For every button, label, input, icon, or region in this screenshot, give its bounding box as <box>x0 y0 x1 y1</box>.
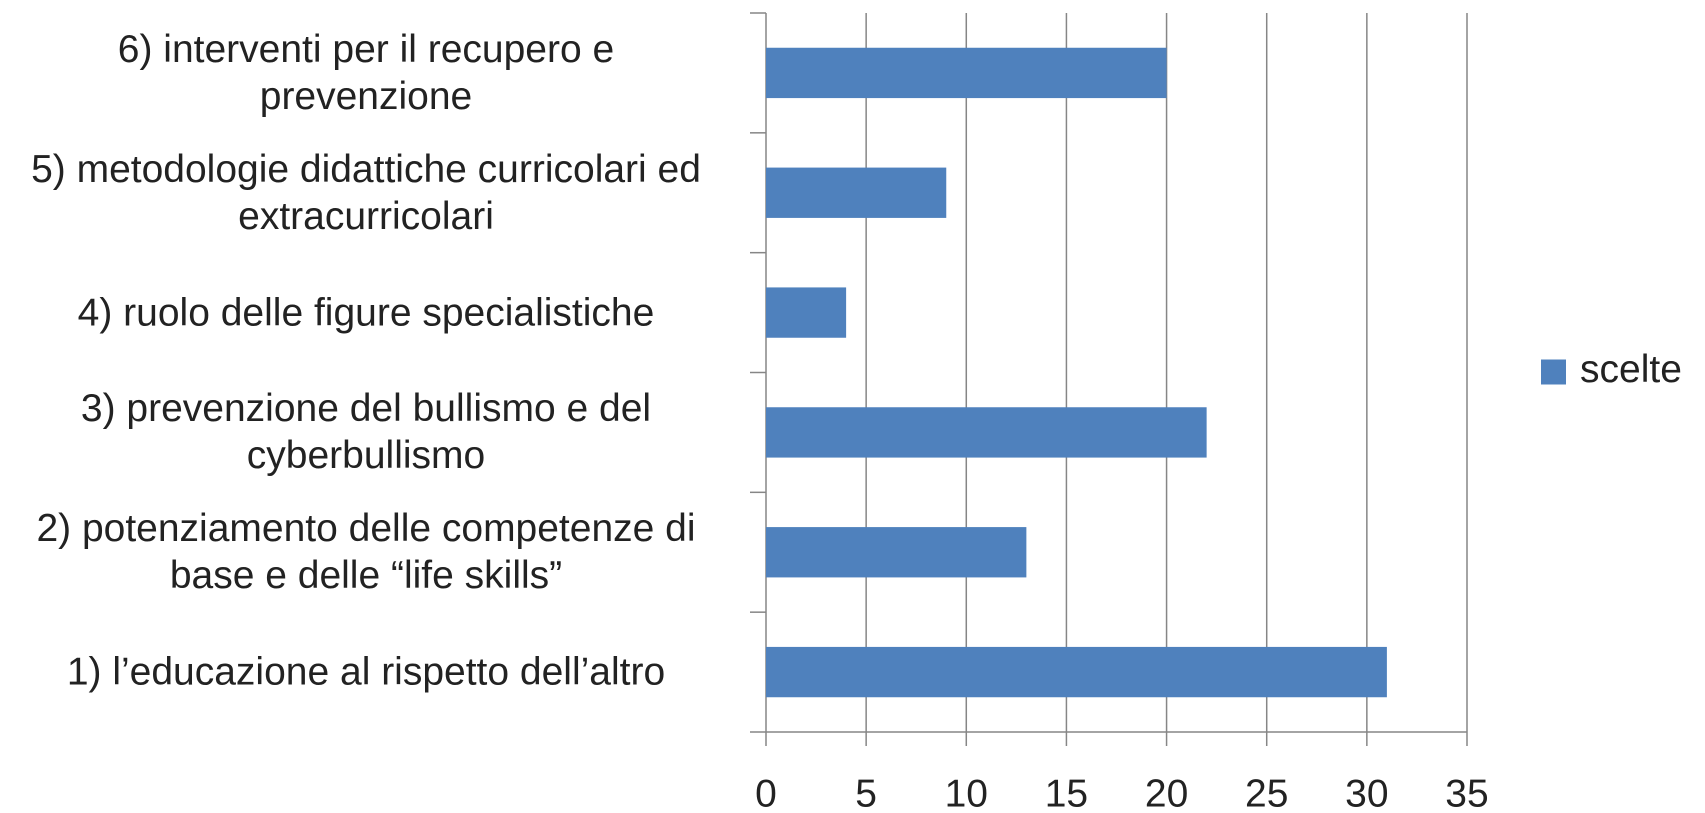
x-tick-label: 0 <box>755 772 777 813</box>
bar <box>766 47 1167 99</box>
x-tick-label: 10 <box>945 772 988 813</box>
legend-label: scelte <box>1580 348 1682 391</box>
x-tick-label: 20 <box>1145 772 1188 813</box>
y-tick-label: 4) ruolo delle figure specialistiche <box>77 291 655 335</box>
y-tick-label: 6) interventi per il recupero e prevenzi… <box>117 27 615 118</box>
x-tick-label: 15 <box>1045 772 1088 813</box>
x-tick-label: 35 <box>1445 772 1488 813</box>
x-tick-label: 25 <box>1245 772 1288 813</box>
bar <box>766 646 1387 698</box>
bar <box>766 527 1027 578</box>
y-tick-label: 1) l’educazione al rispetto dell’altro <box>66 650 666 694</box>
y-tick-label: 3) prevenzione del bullismo e del cyberb… <box>80 387 652 478</box>
bar <box>766 407 1207 458</box>
y-tick-label: 2) potenziamento delle competenze di bas… <box>36 507 696 598</box>
x-tick-label: 5 <box>855 772 877 813</box>
x-tick-label: 30 <box>1345 772 1388 813</box>
legend-swatch <box>1541 359 1566 385</box>
y-tick-label: 5) metodologie didattiche curricolari ed… <box>31 147 701 238</box>
bar <box>766 287 847 338</box>
bar <box>766 167 947 218</box>
